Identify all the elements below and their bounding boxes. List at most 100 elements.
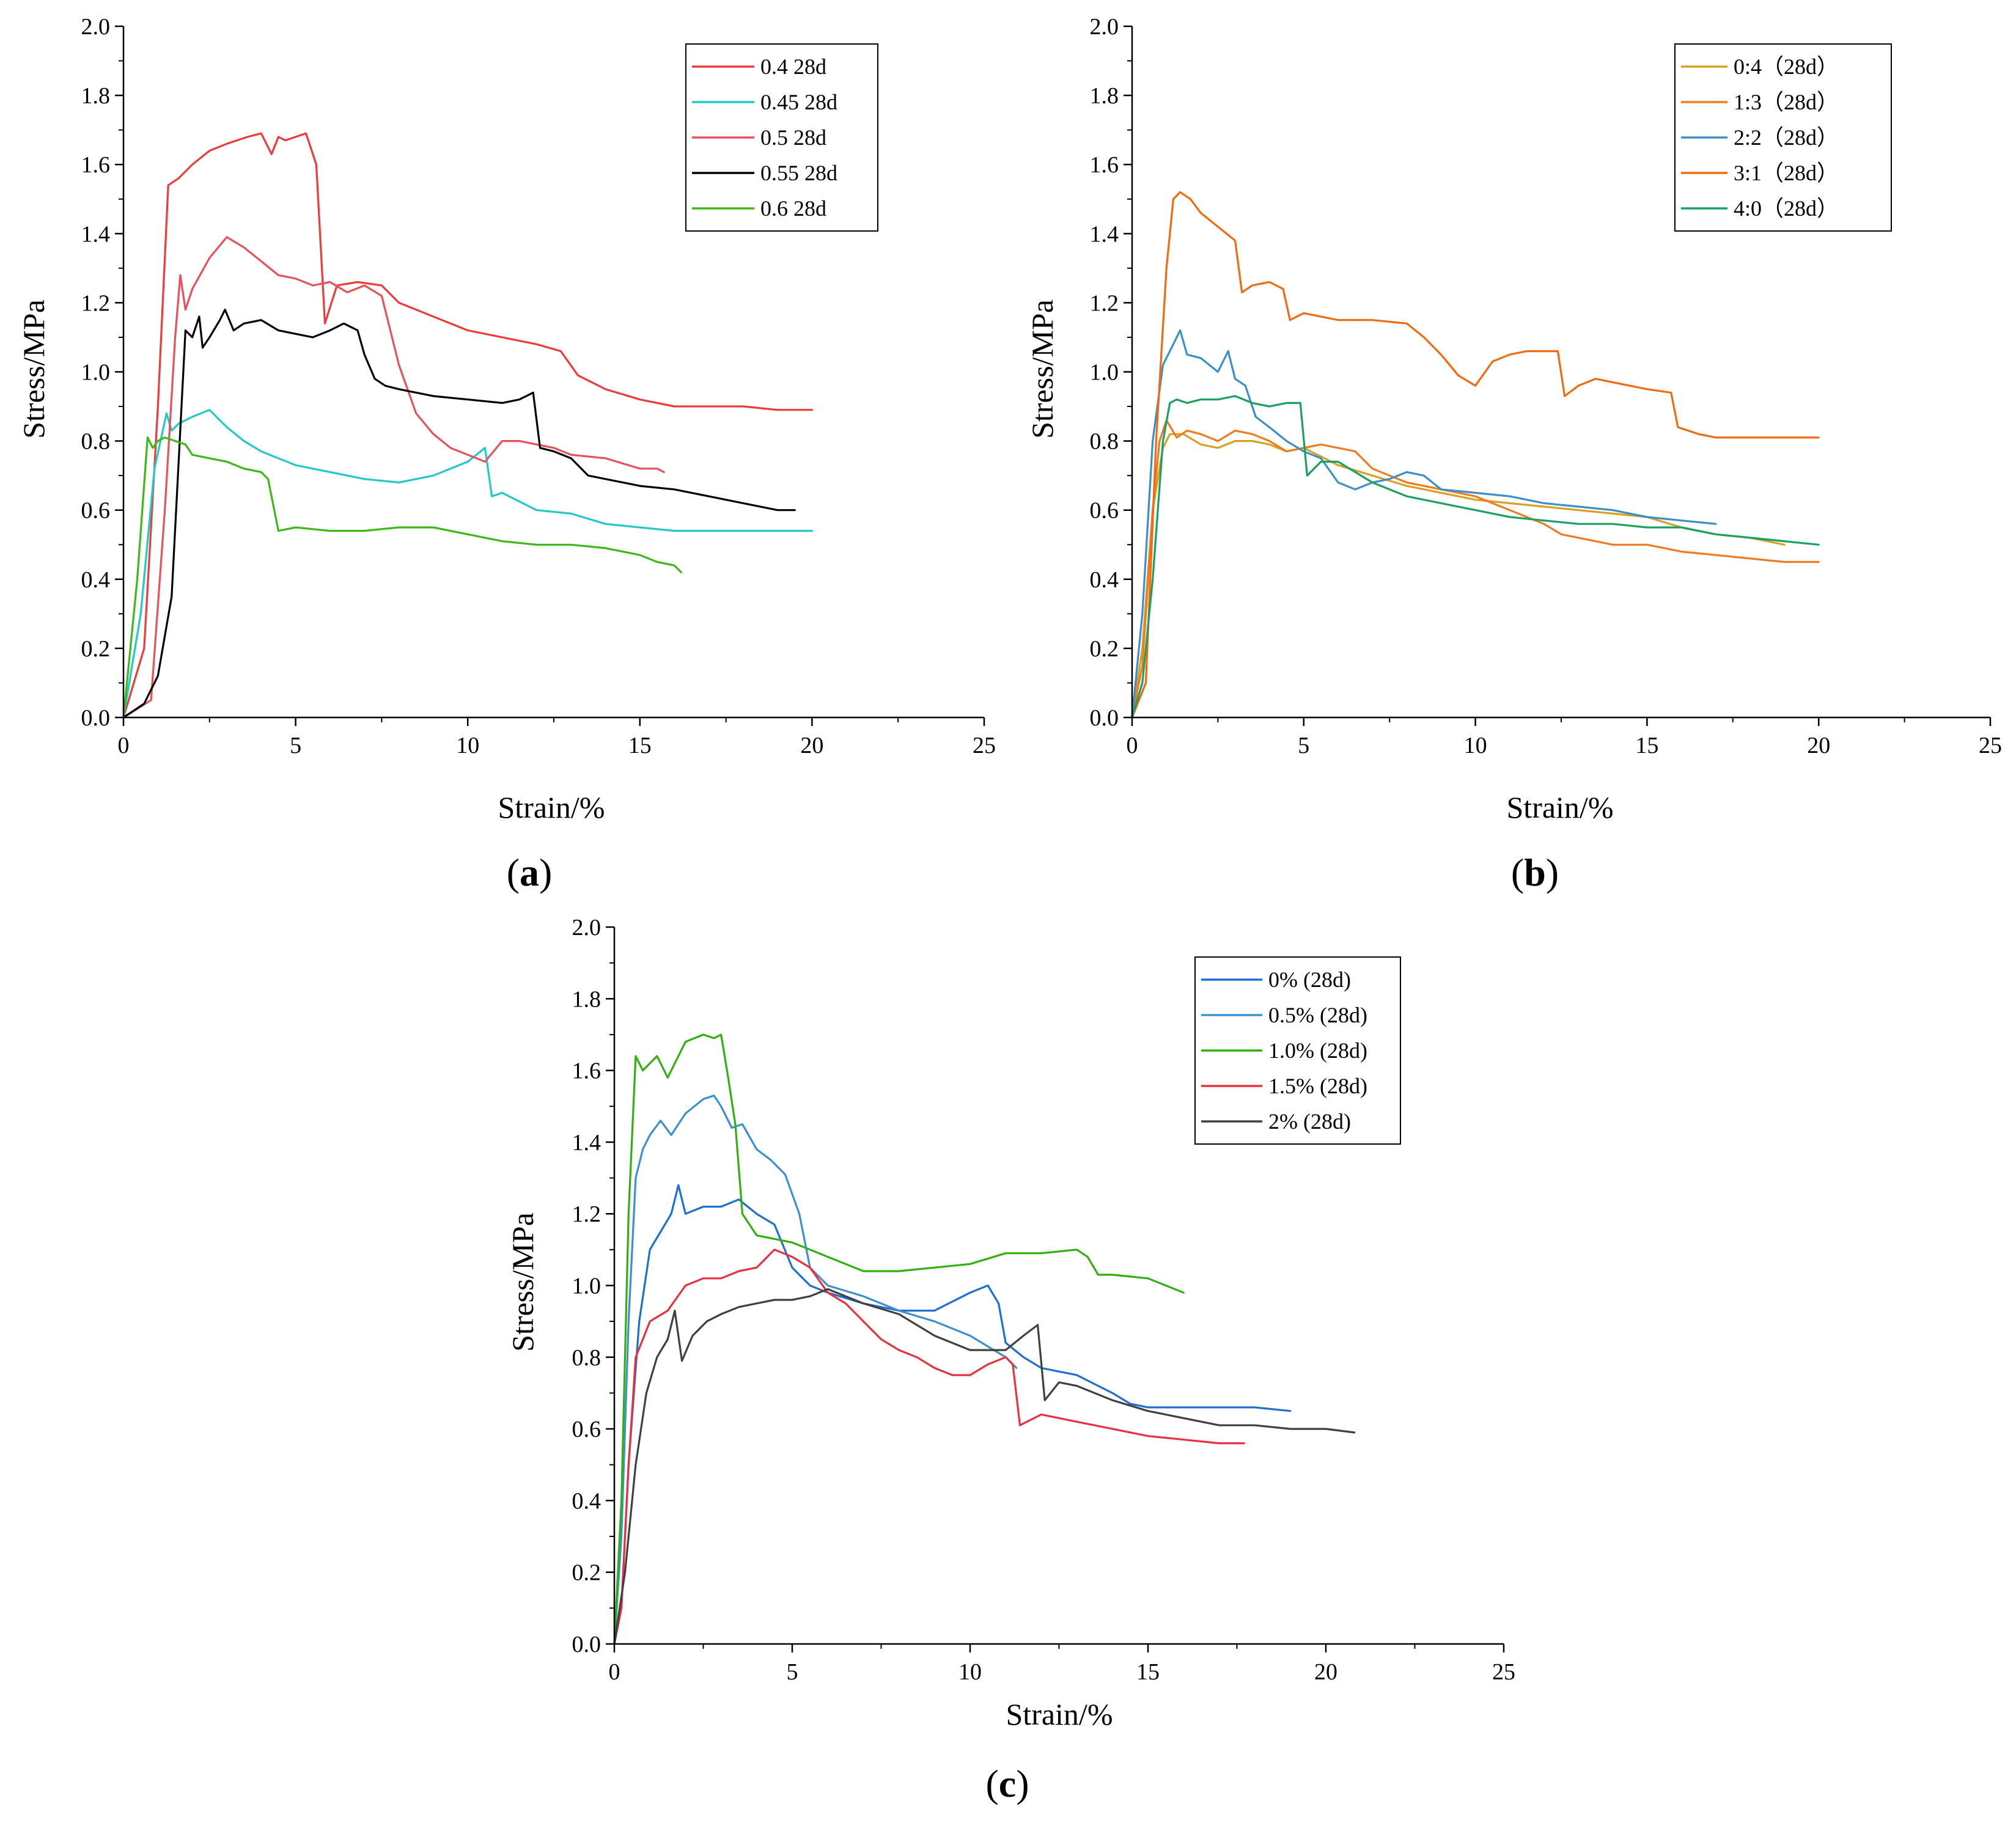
- series-line-a-2: [122, 236, 665, 719]
- x-tick-label-b-0: 0: [1127, 733, 1138, 758]
- legend-label-b-0: 0:4（28d）: [1734, 54, 1839, 79]
- x-tick-label-c-1: 5: [787, 1659, 798, 1685]
- ticks-c: 0.0 0.2 0.4 0.6 0.8 1.0 1.2 1.4 1.6 1.8 2.0 0 5 10 15 2…: [572, 915, 1516, 1685]
- legend-label-c-1: 0.5% (28d): [1268, 1003, 1367, 1027]
- x-tick-label-a-3: 15: [628, 733, 652, 758]
- y-tick-label-b-10: 2.0: [1090, 14, 1119, 40]
- y-tick-label-c-9: 1.8: [572, 986, 601, 1012]
- y-tick-label-b-5: 1.0: [1090, 360, 1119, 386]
- x-tick-label-c-0: 0: [609, 1659, 620, 1685]
- y-tick-label-a-4: 0.8: [81, 429, 111, 455]
- y-tick-label-a-7: 1.4: [81, 221, 111, 247]
- series-line-a-4: [122, 436, 683, 719]
- legend-label-c-0: 0% (28d): [1268, 967, 1351, 992]
- y-tick-label-a-0: 0.0: [81, 705, 111, 731]
- legend-label-c-4: 2% (28d): [1268, 1109, 1351, 1134]
- y-tick-label-b-1: 0.2: [1090, 636, 1119, 662]
- ticks-b: 0.0 0.2 0.4 0.6 0.8 1.0 1.2 1.4 1.6 1.8 2.0 0 5 10 15 2…: [1090, 14, 2003, 758]
- x-axis-title-c: Strain/%: [1006, 1697, 1113, 1731]
- series-line-a-3: [122, 309, 796, 719]
- legend-label-a-2: 0.5 28d: [760, 125, 826, 150]
- legend-label-b-4: 4:0（28d）: [1734, 196, 1839, 221]
- x-tick-label-a-1: 5: [290, 733, 301, 758]
- y-tick-label-c-2: 0.4: [572, 1488, 601, 1514]
- y-tick-label-a-5: 1.0: [81, 360, 111, 386]
- y-tick-label-a-8: 1.6: [81, 152, 111, 178]
- series-line-c-1: [613, 1095, 1018, 1645]
- legend-c: 0% (28d) 0.5% (28d) 1.0% (28d) 1.5% (28d) 2%…: [1194, 956, 1401, 1145]
- series-line-a-0: [122, 132, 814, 719]
- panel-label-a-close: ): [539, 851, 552, 894]
- series-line-a-1: [122, 409, 814, 719]
- x-tick-label-a-2: 10: [456, 733, 479, 758]
- legend-label-c-2: 1.0% (28d): [1268, 1038, 1367, 1063]
- chart-panel-b: 0.0 0.2 0.4 0.6 0.8 1.0 1.2 1.4 1.6 1.8 2.0 0 5 10 15 2…: [1025, 14, 2002, 894]
- y-tick-label-b-8: 1.6: [1090, 152, 1119, 178]
- y-tick-label-b-9: 1.8: [1090, 83, 1119, 109]
- panel-label-c-letter: c: [999, 1762, 1016, 1805]
- x-tick-label-b-3: 15: [1635, 733, 1658, 758]
- legend-label-a-1: 0.45 28d: [760, 90, 837, 114]
- y-tick-label-a-3: 0.6: [81, 498, 111, 524]
- y-tick-label-b-7: 1.4: [1090, 221, 1119, 247]
- ticks-a: 0.0 0.2 0.4 0.6 0.8 1.0 1.2 1.4 1.6 1.8 2.0 0 5 10 15 2…: [81, 14, 996, 758]
- plot-lines-b: [1131, 191, 1820, 719]
- x-tick-label-b-4: 20: [1807, 733, 1830, 758]
- plot-lines-c: [613, 1033, 1356, 1645]
- y-tick-label-a-1: 0.2: [81, 636, 111, 662]
- legend-b: 0:4（28d） 1:3（28d） 2:2（28d） 3:1（28d） 4:0（28d）: [1674, 43, 1892, 232]
- x-tick-label-a-0: 0: [118, 733, 130, 758]
- panel-label-a-letter: a: [520, 851, 539, 894]
- y-tick-label-a-10: 2.0: [81, 14, 111, 40]
- y-tick-label-b-2: 0.4: [1090, 567, 1119, 593]
- panel-label-a: (a): [507, 851, 553, 894]
- series-line-b-1: [1131, 419, 1820, 719]
- y-tick-label-b-3: 0.6: [1090, 498, 1119, 524]
- panel-label-c-close: ): [1016, 1762, 1029, 1805]
- y-tick-label-c-7: 1.4: [572, 1130, 601, 1156]
- y-axis-title-c: Stress/MPa: [506, 1212, 540, 1352]
- x-axis-title-a: Strain/%: [498, 790, 605, 824]
- y-axis-title-a: Stress/MPa: [17, 299, 51, 439]
- panel-label-b: (b): [1511, 851, 1559, 894]
- legend-label-c-3: 1.5% (28d): [1268, 1074, 1367, 1098]
- y-tick-label-a-9: 1.8: [81, 83, 111, 109]
- plot-lines-a: [122, 132, 814, 719]
- legend-label-a-3: 0.55 28d: [760, 161, 837, 185]
- series-line-b-3: [1131, 191, 1820, 719]
- y-tick-label-c-4: 0.8: [572, 1345, 601, 1371]
- series-line-c-0: [613, 1184, 1292, 1645]
- y-tick-label-b-0: 0.0: [1090, 705, 1119, 731]
- x-tick-label-c-5: 25: [1492, 1659, 1515, 1685]
- series-line-c-4: [613, 1288, 1356, 1645]
- series-line-c-2: [613, 1033, 1185, 1645]
- legend-label-a-4: 0.6 28d: [760, 196, 826, 221]
- panel-label-b-letter: b: [1524, 851, 1546, 894]
- panel-label-b-close: ): [1546, 851, 1559, 894]
- y-tick-label-c-6: 1.2: [572, 1201, 601, 1227]
- x-tick-label-a-4: 20: [800, 733, 823, 758]
- y-tick-label-c-1: 0.2: [572, 1560, 601, 1586]
- legend-label-a-0: 0.4 28d: [760, 54, 826, 79]
- y-tick-label-c-0: 0.0: [572, 1632, 601, 1657]
- legend-label-b-3: 3:1（28d）: [1734, 161, 1839, 185]
- series-line-b-2: [1131, 329, 1717, 719]
- x-axis-title-b: Strain/%: [1507, 790, 1614, 824]
- y-tick-label-c-5: 1.0: [572, 1274, 601, 1299]
- series-line-c-3: [613, 1249, 1245, 1645]
- series-line-b-4: [1131, 395, 1820, 719]
- x-tick-label-b-5: 25: [1979, 733, 2002, 758]
- y-tick-label-a-2: 0.4: [81, 567, 111, 593]
- legend-label-b-2: 2:2（28d）: [1734, 125, 1839, 150]
- panel-label-a-open: (: [507, 851, 520, 894]
- x-tick-label-c-4: 20: [1314, 1659, 1337, 1685]
- y-tick-label-a-6: 1.2: [81, 290, 111, 316]
- x-tick-label-b-1: 5: [1298, 733, 1309, 758]
- legend-label-b-1: 1:3（28d）: [1734, 90, 1839, 114]
- panel-label-b-open: (: [1511, 851, 1524, 894]
- panel-label-c: (c): [985, 1762, 1029, 1805]
- y-tick-label-b-4: 0.8: [1090, 429, 1119, 455]
- x-tick-label-b-2: 10: [1464, 733, 1487, 758]
- x-tick-label-c-3: 15: [1136, 1659, 1160, 1685]
